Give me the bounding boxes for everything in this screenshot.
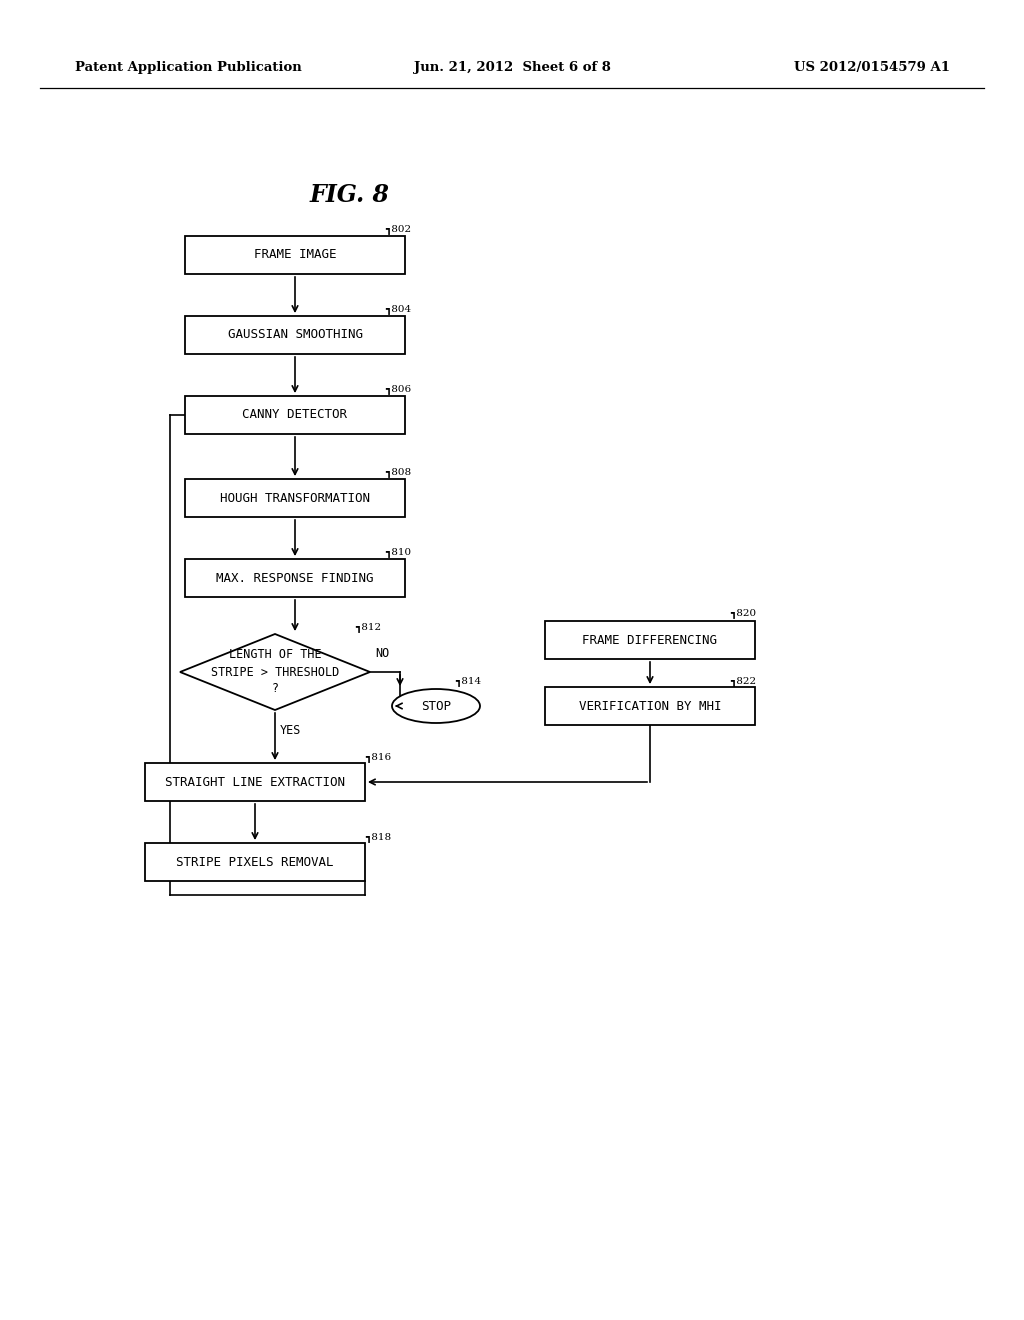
- Text: MAX. RESPONSE FINDING: MAX. RESPONSE FINDING: [216, 572, 374, 585]
- Text: ┓814: ┓814: [455, 676, 481, 686]
- Text: FRAME DIFFERENCING: FRAME DIFFERENCING: [583, 634, 718, 647]
- FancyBboxPatch shape: [145, 763, 365, 801]
- FancyBboxPatch shape: [185, 396, 406, 434]
- Text: STRIPE PIXELS REMOVAL: STRIPE PIXELS REMOVAL: [176, 855, 334, 869]
- Text: GAUSSIAN SMOOTHING: GAUSSIAN SMOOTHING: [227, 329, 362, 342]
- Text: YES: YES: [280, 723, 301, 737]
- FancyBboxPatch shape: [545, 620, 755, 659]
- FancyBboxPatch shape: [145, 843, 365, 880]
- Text: STRAIGHT LINE EXTRACTION: STRAIGHT LINE EXTRACTION: [165, 776, 345, 788]
- Text: ┓810: ┓810: [385, 546, 411, 557]
- Text: ┓822: ┓822: [730, 676, 756, 686]
- Text: FRAME IMAGE: FRAME IMAGE: [254, 248, 336, 261]
- FancyBboxPatch shape: [185, 315, 406, 354]
- FancyBboxPatch shape: [185, 479, 406, 517]
- Text: US 2012/0154579 A1: US 2012/0154579 A1: [794, 62, 950, 74]
- FancyBboxPatch shape: [185, 236, 406, 275]
- Text: ┓820: ┓820: [730, 609, 756, 618]
- Text: ┓816: ┓816: [365, 752, 391, 762]
- Ellipse shape: [392, 689, 480, 723]
- Text: HOUGH TRANSFORMATION: HOUGH TRANSFORMATION: [220, 491, 370, 504]
- Text: LENGTH OF THE
STRIPE > THRESHOLD
?: LENGTH OF THE STRIPE > THRESHOLD ?: [211, 648, 339, 696]
- Text: NO: NO: [375, 647, 389, 660]
- Text: VERIFICATION BY MHI: VERIFICATION BY MHI: [579, 700, 721, 713]
- FancyBboxPatch shape: [185, 558, 406, 597]
- Text: ┓804: ┓804: [385, 304, 411, 314]
- Text: Patent Application Publication: Patent Application Publication: [75, 62, 302, 74]
- Text: ┓818: ┓818: [365, 832, 391, 842]
- Text: ┓808: ┓808: [385, 467, 411, 477]
- Text: ┓812: ┓812: [355, 622, 381, 632]
- Text: FIG. 8: FIG. 8: [310, 183, 390, 207]
- Polygon shape: [180, 634, 370, 710]
- Text: Jun. 21, 2012  Sheet 6 of 8: Jun. 21, 2012 Sheet 6 of 8: [414, 62, 610, 74]
- Text: ┓806: ┓806: [385, 384, 411, 393]
- Text: ┓802: ┓802: [385, 224, 411, 234]
- Text: STOP: STOP: [421, 700, 451, 713]
- Text: CANNY DETECTOR: CANNY DETECTOR: [243, 408, 347, 421]
- FancyBboxPatch shape: [545, 686, 755, 725]
